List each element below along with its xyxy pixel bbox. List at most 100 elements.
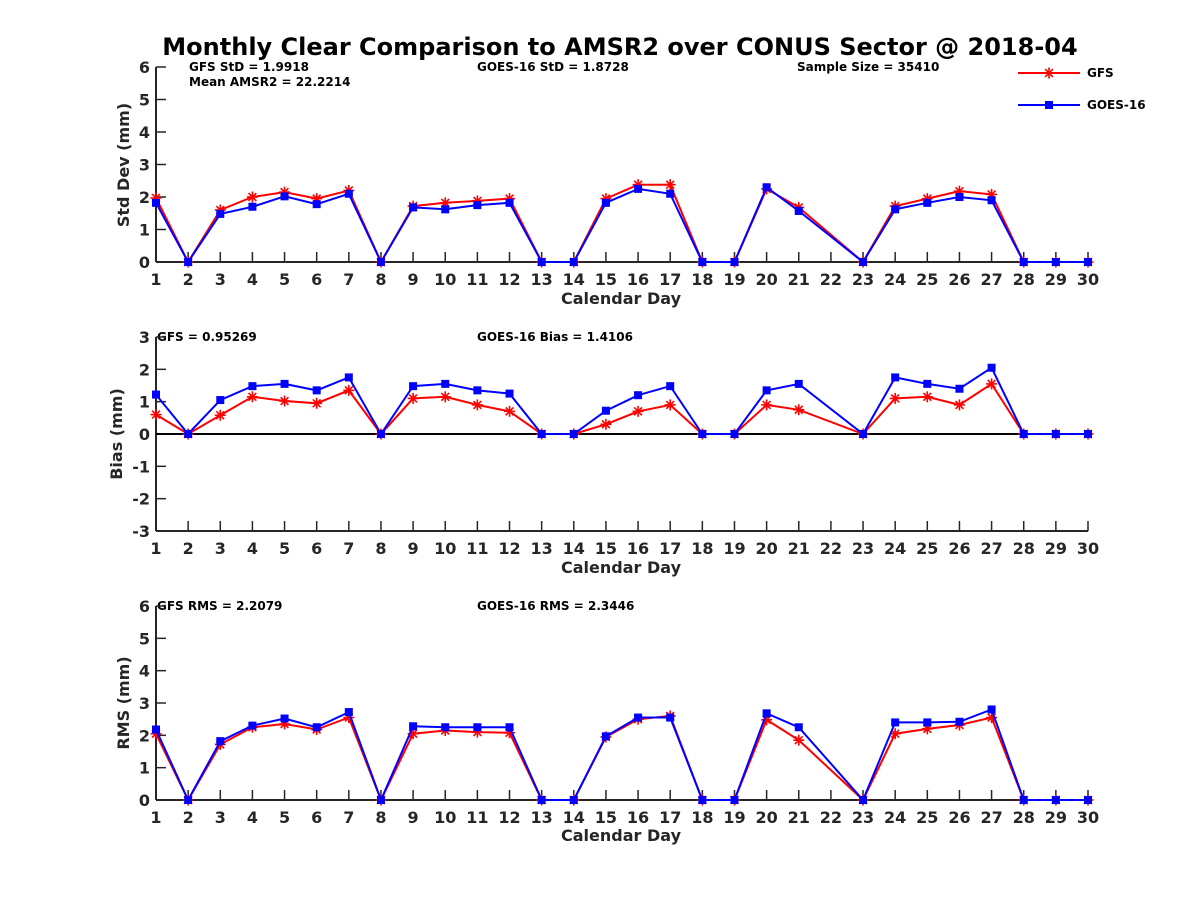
data-point <box>569 430 578 438</box>
x-tick-label: 5 <box>279 539 290 558</box>
x-tick-label: 29 <box>1045 808 1067 827</box>
y-tick-label: -2 <box>132 490 150 509</box>
x-tick-label: 9 <box>408 808 419 827</box>
x-axis-label: Calendar Day <box>561 558 682 577</box>
data-point <box>634 391 643 400</box>
x-tick-label: 16 <box>627 808 649 827</box>
data-point <box>441 723 450 732</box>
data-point <box>569 258 578 266</box>
x-tick-label: 13 <box>531 539 553 558</box>
x-tick-label: 7 <box>343 270 354 289</box>
x-tick-label: 12 <box>498 808 520 827</box>
data-point <box>601 406 610 415</box>
panel-rms: GFS RMS = 2.2079 GOES-16 RMS = 2.3446 Ca… <box>114 597 1099 845</box>
data-point <box>1051 430 1060 438</box>
data-point <box>344 708 353 717</box>
x-tick-label: 5 <box>279 808 290 827</box>
x-tick-label: 26 <box>948 808 970 827</box>
x-tick-label: 22 <box>820 270 842 289</box>
x-tick-label: 3 <box>215 539 226 558</box>
data-point <box>634 713 643 722</box>
x-axis-label: Calendar Day <box>561 289 682 308</box>
x-tick-label: 20 <box>755 270 777 289</box>
x-tick-label: 15 <box>595 539 617 558</box>
data-point <box>761 399 773 411</box>
data-point <box>214 409 226 421</box>
data-point <box>762 386 771 395</box>
legend-label-goes16: GOES-16 <box>1087 98 1146 112</box>
x-tick-label: 24 <box>884 270 906 289</box>
annotation-sample-size: Sample Size = 35410 <box>797 60 939 74</box>
y-tick-label: 6 <box>139 597 150 616</box>
data-point <box>407 392 419 404</box>
data-point <box>246 391 258 403</box>
x-tick-label: 12 <box>498 270 520 289</box>
x-tick-label: 21 <box>788 539 810 558</box>
data-point <box>698 430 707 438</box>
data-point <box>216 209 225 218</box>
data-point <box>505 723 514 732</box>
data-point <box>664 179 676 191</box>
figure-title: Monthly Clear Comparison to AMSR2 over C… <box>162 33 1077 61</box>
data-point <box>1019 258 1028 266</box>
y-tick-label: -1 <box>132 457 150 476</box>
data-point <box>601 198 610 207</box>
data-point <box>471 399 483 411</box>
data-point <box>1051 258 1060 266</box>
data-point <box>280 192 289 201</box>
y-tick-label: 5 <box>139 91 150 110</box>
x-tick-label: 10 <box>434 808 456 827</box>
x-tick-label: 7 <box>343 539 354 558</box>
data-point <box>505 389 514 398</box>
annotation-gfs-std: GFS StD = 1.9918 <box>189 60 309 74</box>
data-point <box>793 734 805 746</box>
data-point <box>889 392 901 404</box>
data-point <box>152 390 160 399</box>
data-point <box>569 796 578 804</box>
data-point <box>601 732 610 741</box>
data-point <box>891 205 900 214</box>
x-tick-label: 15 <box>595 808 617 827</box>
x-tick-label: 25 <box>916 539 938 558</box>
x-tick-label: 7 <box>343 808 354 827</box>
x-tick-label: 19 <box>723 270 745 289</box>
series-gfs <box>150 378 1094 440</box>
data-point <box>1019 796 1028 804</box>
panel-bias: GFS = 0.95269 GOES-16 Bias = 1.4106 Cale… <box>107 328 1099 577</box>
data-point <box>955 384 964 393</box>
data-point <box>537 796 546 804</box>
x-tick-label: 18 <box>691 539 713 558</box>
data-point <box>794 723 803 732</box>
x-tick-label: 12 <box>498 539 520 558</box>
x-tick-label: 11 <box>466 539 488 558</box>
annotation-mean-amsr2: Mean AMSR2 = 22.2214 <box>189 75 350 89</box>
data-point <box>666 713 675 722</box>
series-goes16 <box>152 363 1092 438</box>
data-point <box>280 379 289 388</box>
data-point <box>1084 796 1092 804</box>
x-tick-label: 5 <box>279 270 290 289</box>
data-point <box>923 198 932 207</box>
data-point <box>248 382 257 391</box>
x-tick-label: 29 <box>1045 539 1067 558</box>
x-tick-label: 22 <box>820 808 842 827</box>
data-point <box>953 399 965 411</box>
x-tick-label: 1 <box>150 270 161 289</box>
data-point <box>152 198 160 207</box>
annotation-gfs-bias: GFS = 0.95269 <box>157 330 257 344</box>
data-point <box>184 796 193 804</box>
legend-marker-gfs <box>1043 67 1055 79</box>
data-point <box>152 725 160 734</box>
x-tick-label: 26 <box>948 539 970 558</box>
data-point <box>248 721 257 730</box>
series-goes16 <box>152 183 1092 266</box>
data-point <box>409 203 418 212</box>
x-tick-label: 17 <box>659 539 681 558</box>
data-point <box>1019 430 1028 438</box>
data-point <box>698 258 707 266</box>
x-tick-label: 3 <box>215 808 226 827</box>
data-point <box>666 189 675 198</box>
x-tick-label: 25 <box>916 270 938 289</box>
